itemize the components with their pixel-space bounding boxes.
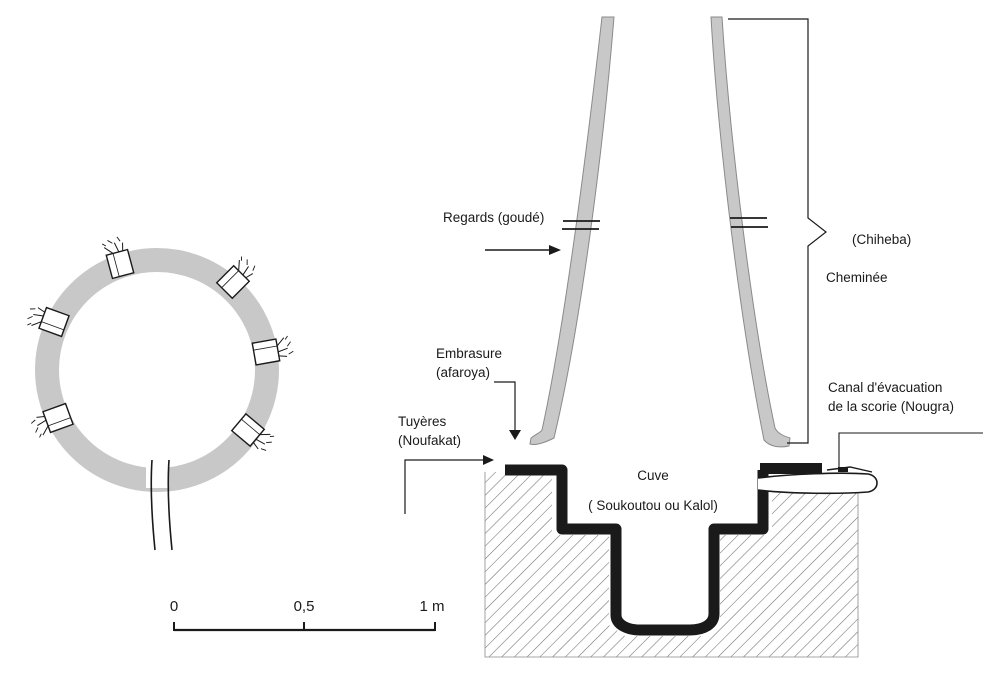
arrow-icon: [485, 245, 561, 255]
peephole-right: [730, 217, 768, 228]
canal-leader: [838, 432, 983, 468]
peephole-left: [562, 220, 600, 230]
label-embrasure: Embrasure: [436, 346, 502, 361]
label-cheminee: Cheminée: [826, 270, 888, 285]
label-chiheba: (Chiheba): [852, 232, 911, 247]
arrow-icon: [404, 455, 494, 514]
ground-hatched: [485, 472, 858, 657]
scale-tick-label: 1 m: [419, 598, 444, 615]
chimney-wall-left: [529, 16, 615, 445]
chimney-wall-right: [710, 16, 791, 448]
arrow-icon: [494, 381, 521, 440]
scale-tick-label: 0: [170, 598, 178, 615]
label-cuve: Cuve: [637, 468, 669, 483]
cuve-lining: [505, 464, 769, 636]
plan-view: [23, 234, 296, 551]
label-canal-local: de la scorie (Nougra): [828, 399, 954, 414]
slag-canal: [757, 472, 878, 495]
ring-opening: [146, 456, 168, 488]
scale-bar: 0 0,5 1 m: [170, 598, 445, 632]
lining-top-right: [760, 463, 822, 474]
label-tuyeres: Tuyères: [398, 414, 447, 429]
curly-brace-icon: [728, 18, 827, 444]
label-canal: Canal d'évacuation: [828, 380, 942, 395]
section-view: [484, 16, 878, 658]
label-tuyeres-local: (Noufakat): [398, 433, 461, 448]
annotations: Regards (goudé) (Chiheba) Cheminée Embra…: [398, 210, 983, 514]
label-regards: Regards (goudé): [443, 210, 544, 225]
slag-channel-left: [150, 459, 156, 551]
scale-tick-label: 0,5: [294, 598, 315, 615]
label-cuve-local: ( Soukoutou ou Kalol): [588, 498, 718, 513]
label-embrasure-local: (afaroya): [436, 365, 490, 380]
slag-channel-right: [167, 459, 173, 551]
